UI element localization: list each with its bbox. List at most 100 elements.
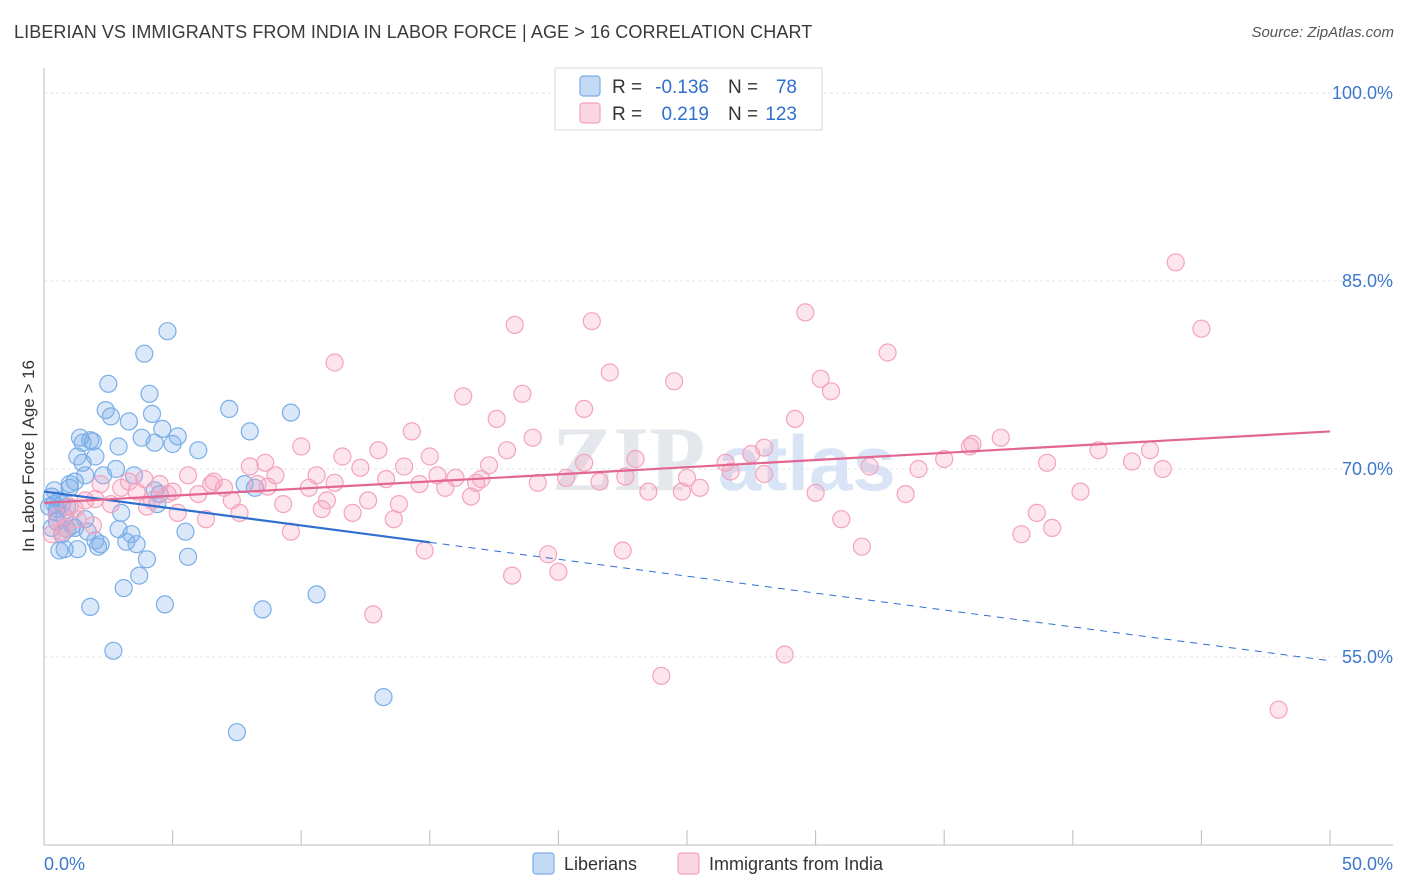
data-point [395, 457, 414, 476]
data-point [240, 457, 259, 476]
data-point [178, 547, 198, 566]
data-point [135, 470, 154, 489]
data-point [168, 427, 187, 446]
data-point [454, 387, 473, 406]
data-point [1122, 452, 1142, 471]
data-point [1012, 525, 1031, 544]
data-point [775, 645, 794, 664]
stats-r-value-1: -0.136 [655, 77, 709, 98]
data-point [351, 458, 370, 477]
y-tick-label: 70.0% [1342, 459, 1393, 479]
data-point [963, 434, 982, 454]
data-point [130, 566, 149, 585]
stats-n-value-1: 78 [776, 77, 797, 98]
data-point [613, 541, 632, 560]
data-point [168, 503, 187, 523]
data-point [81, 431, 100, 450]
data-point [364, 605, 383, 624]
x-tick-label-max: 50.0% [1342, 854, 1393, 874]
data-point [755, 438, 774, 457]
data-point [158, 485, 177, 504]
data-point [65, 500, 85, 519]
data-point [852, 537, 872, 556]
data-point [114, 578, 133, 598]
data-point [104, 641, 123, 660]
stats-r-value-2: 0.219 [661, 104, 709, 125]
data-point [574, 399, 594, 418]
stats-r-label-2: R = [612, 104, 642, 125]
data-point [142, 404, 162, 423]
data-point [1166, 253, 1185, 272]
data-point [1037, 453, 1057, 472]
data-point [690, 478, 710, 497]
data-point [821, 382, 841, 401]
data-point [145, 433, 164, 452]
data-point [616, 467, 635, 486]
data-point [312, 500, 331, 519]
data-point [359, 491, 378, 510]
data-point [1089, 441, 1108, 460]
data-point [256, 453, 275, 472]
data-point [626, 449, 645, 469]
data-point [153, 419, 172, 438]
stats-n-label-1: N = [728, 77, 758, 98]
data-point [402, 422, 421, 441]
data-point [76, 466, 95, 485]
data-point [158, 322, 177, 341]
data-point [220, 399, 239, 418]
data-point [677, 468, 697, 487]
data-point [832, 510, 851, 529]
data-point [189, 441, 208, 460]
data-point [672, 482, 692, 501]
trend-line-liberians-extrapolated [429, 541, 1331, 662]
data-point [513, 384, 532, 403]
stats-swatch-india [579, 102, 601, 124]
data-point [333, 447, 352, 466]
data-point [811, 369, 830, 388]
data-point [369, 441, 388, 460]
data-point [42, 518, 61, 538]
data-point [343, 503, 362, 523]
legend-swatch-india [677, 852, 700, 875]
data-point [652, 666, 671, 685]
chart-title: LIBERIAN VS IMMIGRANTS FROM INDIA IN LAB… [14, 22, 813, 42]
data-point [163, 482, 182, 501]
data-point [227, 723, 246, 742]
data-point [487, 409, 506, 428]
data-point [479, 456, 499, 475]
data-point [896, 485, 915, 504]
data-point [325, 473, 344, 492]
data-point [140, 384, 159, 403]
y-tick-label: 55.0% [1342, 647, 1393, 667]
data-point [178, 466, 198, 485]
data-point [878, 343, 897, 362]
data-point [155, 595, 174, 614]
legend-label-liberians: Liberians [564, 854, 637, 874]
data-point [1071, 482, 1090, 501]
stats-legend: R = -0.136 N = 78 R = 0.219 N = 123 [554, 67, 823, 131]
data-point [109, 437, 128, 456]
data-point [446, 468, 465, 487]
data-point [374, 687, 393, 707]
trend-lines [43, 430, 1331, 662]
data-point [176, 522, 195, 541]
watermark: ZIP atlas [552, 408, 896, 510]
watermark-zip: ZIP [552, 408, 705, 510]
data-point [281, 403, 300, 422]
data-point [196, 510, 216, 529]
data-point [582, 312, 601, 331]
data-point [716, 453, 735, 472]
y-tick-labels: 100.0% 85.0% 70.0% 55.0% [1332, 83, 1393, 667]
data-point [538, 545, 558, 564]
data-point [785, 409, 805, 428]
data-point [317, 491, 336, 510]
data-point [274, 495, 293, 514]
data-point [106, 459, 126, 479]
data-point [528, 473, 547, 492]
legend-label-india: Immigrants from India [709, 854, 884, 874]
data-point [384, 510, 403, 529]
data-point [523, 428, 542, 447]
data-point [325, 353, 344, 372]
data-point [639, 482, 658, 501]
data-point [549, 562, 568, 581]
